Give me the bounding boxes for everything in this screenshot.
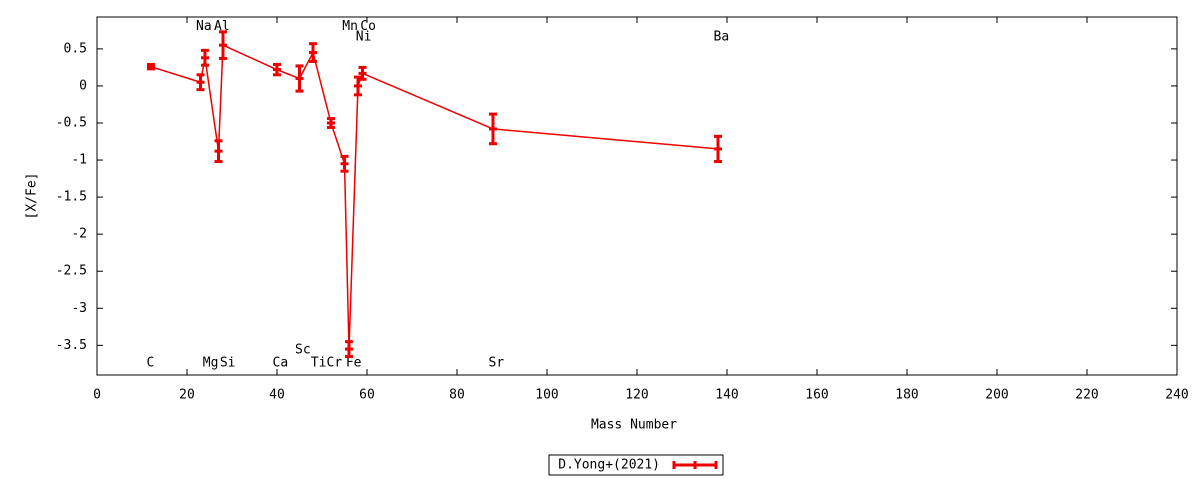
error-bar [214,139,223,164]
element-label: Ca [273,356,289,371]
x-tick-label: 220 [1075,388,1098,403]
element-label: Si [220,356,236,371]
error-bar [327,117,335,129]
error-bar [201,48,209,67]
x-tick-label: 80 [449,388,465,403]
error-bar [295,64,304,93]
element-label: Mn [342,19,358,34]
element-label: Sr [489,356,505,371]
x-tick-label: 0 [93,388,101,403]
x-tick-label: 160 [805,388,828,403]
y-tick-label: 0 [79,78,87,93]
error-bar [489,112,497,146]
x-axis-label: Mass Number [591,418,677,433]
x-tick-label: 140 [715,388,738,403]
y-tick-label: -3.5 [56,338,87,353]
y-tick-label: 0.5 [64,41,87,56]
x-tick-label: 100 [535,388,558,403]
error-bar [219,30,227,61]
element-label: Na [196,19,212,34]
x-tick-label: 180 [895,388,918,403]
error-bar [358,65,367,81]
error-bar [714,134,722,164]
x-tick-label: 40 [269,388,285,403]
y-tick-label: -1 [71,153,87,168]
y-tick-label: -3 [71,301,87,316]
x-tick-label: 120 [625,388,648,403]
legend-label: D.Yong+(2021) [558,458,660,473]
legend-box [548,454,724,476]
x-tick-label: 20 [179,388,195,403]
element-label: C [147,356,155,371]
error-bar [309,42,317,63]
y-tick-label: -1.5 [56,190,87,205]
x-tick-label: 240 [1165,388,1188,403]
series-line [150,44,719,350]
element-label: Fe [346,356,362,371]
element-label: Sc [295,342,311,357]
y-tick-label: -2 [71,227,87,242]
element-label: Co [360,19,376,34]
y-tick-label: -2.5 [56,264,87,279]
error-bar [340,154,349,173]
plot-frame [96,16,1178,376]
error-bar [273,62,281,77]
error-bar [196,73,205,92]
element-label: Cr [327,356,343,371]
element-label: Ba [714,30,730,45]
x-tick-label: 60 [359,388,375,403]
error-bar [354,75,362,97]
x-tick-label: 200 [985,388,1008,403]
error-bar [147,62,155,71]
element-label: Ti [311,356,327,371]
element-label: Ni [356,30,372,45]
error-bar [345,340,353,358]
y-tick-label: -0.5 [56,115,87,130]
element-label: Mg [203,356,219,371]
y-axis-label: [X/Fe] [25,173,40,220]
